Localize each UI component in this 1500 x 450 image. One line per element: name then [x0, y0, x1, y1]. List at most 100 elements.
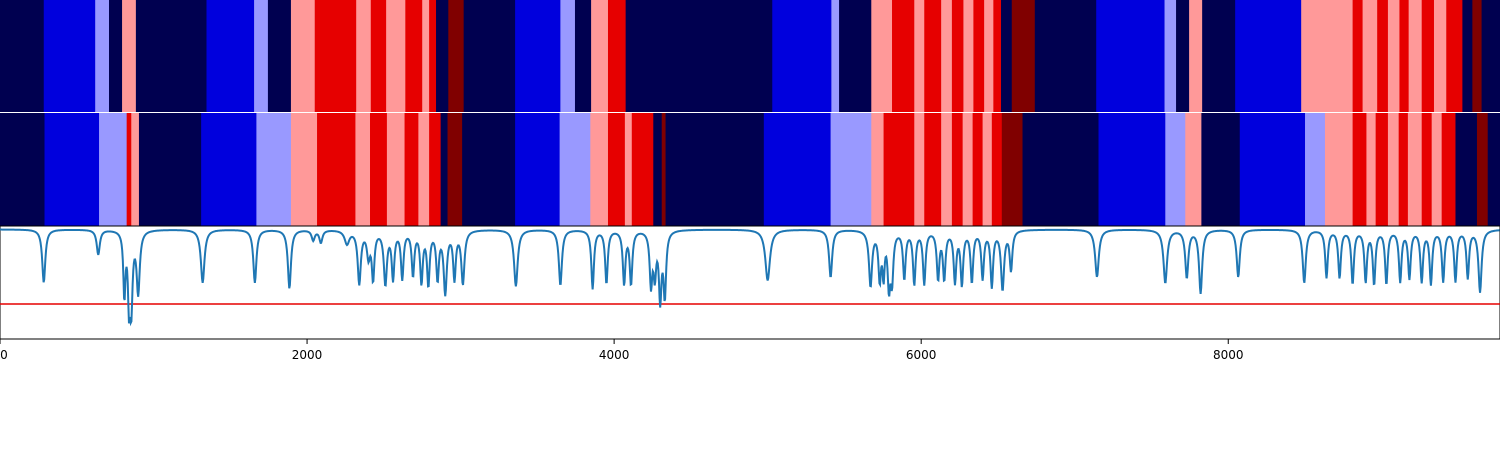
top-segment-4: [122, 0, 137, 112]
top-segment-24: [607, 0, 627, 112]
top-segment-20: [515, 0, 561, 112]
bottom-segment-5: [138, 113, 202, 226]
bottom-segment-1: [44, 113, 100, 226]
top-segment-44: [1176, 0, 1190, 112]
top-segment-45: [1189, 0, 1203, 112]
top-segment-32: [924, 0, 942, 112]
bottom-segment-22: [607, 113, 626, 226]
state-track-top: [0, 0, 1500, 112]
top-segment-19: [463, 0, 516, 112]
top-segment-3: [109, 0, 123, 112]
bottom-segment-28: [763, 113, 832, 226]
bottom-segment-51: [1375, 113, 1389, 226]
track-divider: [0, 112, 1500, 113]
bottom-segment-32: [914, 113, 925, 226]
bottom-segment-37: [972, 113, 984, 226]
bottom-segment-3: [126, 113, 132, 226]
bottom-segment-56: [1431, 113, 1443, 226]
signal-panel: [0, 225, 1500, 340]
top-segment-55: [1408, 0, 1423, 112]
top-segment-15: [422, 0, 430, 112]
x-tick-label-2: 4000: [599, 348, 630, 362]
bottom-segment-9: [317, 113, 357, 226]
top-segment-23: [591, 0, 609, 112]
top-segment-30: [892, 0, 915, 112]
bottom-segment-41: [1022, 113, 1100, 226]
top-segment-33: [941, 0, 953, 112]
top-segment-5: [135, 0, 208, 112]
top-segment-0: [0, 0, 45, 112]
bottom-segment-14: [418, 113, 430, 226]
top-segment-17: [436, 0, 449, 112]
bottom-segment-20: [559, 113, 591, 226]
top-segment-41: [1034, 0, 1097, 112]
top-segment-46: [1202, 0, 1236, 112]
top-segment-57: [1433, 0, 1447, 112]
bottom-segment-48: [1324, 113, 1354, 226]
signal-frame: [0, 225, 1500, 340]
top-segment-35: [963, 0, 974, 112]
top-segment-9: [290, 0, 316, 112]
top-segment-42: [1096, 0, 1166, 112]
bottom-segment-35: [951, 113, 964, 226]
bottom-segment-21: [590, 113, 609, 226]
bottom-segment-27: [665, 113, 765, 226]
bottom-segment-53: [1398, 113, 1409, 226]
top-segment-39: [1001, 0, 1013, 112]
bottom-segment-52: [1387, 113, 1400, 226]
bottom-segment-45: [1201, 113, 1241, 226]
top-segment-27: [831, 0, 840, 112]
bottom-segment-30: [871, 113, 885, 226]
bottom-segment-60: [1476, 113, 1489, 226]
top-segment-7: [254, 0, 269, 112]
state-track-bottom: [0, 113, 1500, 226]
bottom-segment-58: [1455, 113, 1468, 226]
top-segment-11: [356, 0, 372, 112]
bottom-segment-11: [370, 113, 388, 226]
top-segment-6: [206, 0, 255, 112]
top-segment-56: [1421, 0, 1435, 112]
top-segment-22: [574, 0, 592, 112]
bottom-segment-24: [631, 113, 654, 226]
top-segment-28: [839, 0, 872, 112]
top-segment-25: [625, 0, 773, 112]
top-segment-48: [1301, 0, 1325, 112]
bottom-segment-6: [201, 113, 257, 226]
bottom-segment-0: [0, 113, 46, 226]
bottom-segment-55: [1421, 113, 1433, 226]
x-tick-label-3: 6000: [906, 348, 937, 362]
bottom-segment-40: [1001, 113, 1024, 226]
top-segment-52: [1377, 0, 1389, 112]
bottom-segment-15: [429, 113, 442, 226]
bottom-segment-49: [1352, 113, 1368, 226]
top-segment-53: [1387, 0, 1401, 112]
bottom-segment-33: [924, 113, 942, 226]
top-segment-40: [1011, 0, 1036, 112]
top-segment-60: [1472, 0, 1483, 112]
bottom-segment-34: [941, 113, 953, 226]
bottom-segment-43: [1165, 113, 1186, 226]
top-segment-29: [871, 0, 893, 112]
top-segment-34: [951, 0, 964, 112]
top-segment-21: [560, 0, 576, 112]
top-segment-31: [914, 0, 925, 112]
signal-line: [0, 228, 1500, 327]
x-tick-label-4: 8000: [1213, 348, 1244, 362]
bottom-segment-23: [624, 113, 633, 226]
bottom-segment-44: [1185, 113, 1202, 226]
top-segment-10: [314, 0, 357, 112]
top-segment-61: [1481, 0, 1500, 112]
top-segment-51: [1362, 0, 1378, 112]
bottom-segment-26: [661, 113, 667, 226]
bottom-segment-10: [355, 113, 371, 226]
bottom-segment-42: [1098, 113, 1166, 226]
bottom-segment-39: [991, 113, 1003, 226]
top-segment-59: [1462, 0, 1473, 112]
bottom-segment-29: [830, 113, 872, 226]
bottom-segment-59: [1466, 113, 1478, 226]
x-axis: 0 2000 4000 6000 8000: [0, 339, 1244, 362]
bottom-segment-2: [99, 113, 128, 226]
top-segment-13: [386, 0, 406, 112]
top-segment-37: [984, 0, 994, 112]
